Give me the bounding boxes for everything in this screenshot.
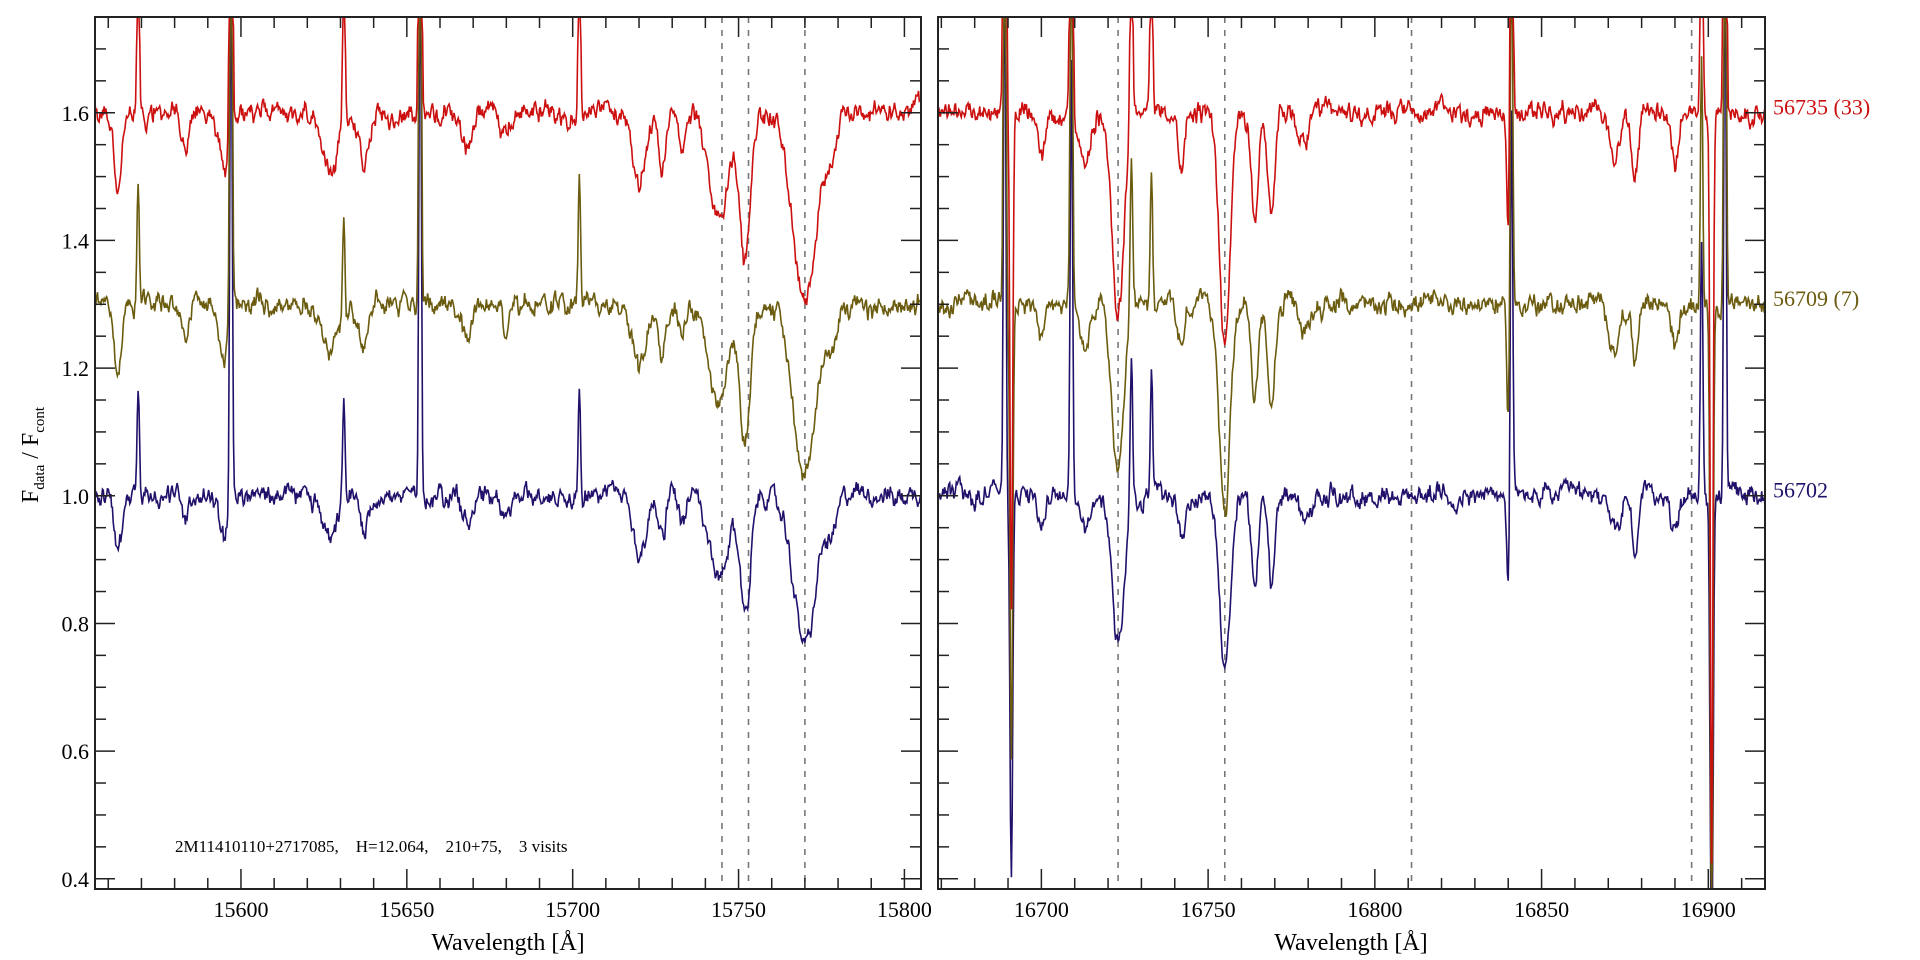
x-tick-label: 16750 [1181,897,1236,922]
x-tick-label: 15700 [545,897,600,922]
series-line-56702 [938,17,1765,889]
series-line-56702 [95,17,921,646]
x-tick-label: 15800 [877,897,932,922]
x-tick-label: 16800 [1347,897,1402,922]
y-tick-label: 0.4 [62,867,90,892]
series-line-56709-7- [95,17,921,481]
series-label: 56735 (33) [1773,94,1870,119]
panel-frame [94,16,922,890]
y-tick-label: 0.8 [62,611,90,636]
x-axis-label-left: Wavelength [Å] [431,930,584,956]
series-line-56735-33- [938,17,1765,864]
y-tick-label: 0.6 [62,739,90,764]
panel-frame [937,16,1766,890]
y-axis-label-sub2: cont [32,406,48,433]
y-tick-label: 1.0 [62,484,90,509]
series-label: 56702 [1773,477,1828,502]
series-label: 56709 (7) [1773,286,1859,311]
series-group [938,17,1765,889]
y-axis-label-main: F [18,490,44,503]
series-group [95,17,921,646]
y-axis-label-mid: / F [18,433,44,465]
panel-1: 15600 15650 15700 15750 15800 0.4 0.6 0.8 1.0 1.2… [62,16,932,922]
x-tick-label: 15750 [711,897,766,922]
x-tick-label: 16900 [1681,897,1736,922]
y-axis-label-sub1: data [32,464,48,489]
star-annotation: 2M11410110+2717085, H=12.064, 210+75, 3 … [175,837,568,856]
series-line-56735-33- [95,17,921,306]
y-tick-label: 1.4 [62,228,90,253]
x-tick-label: 15600 [213,897,268,922]
x-tick-label: 15650 [379,897,434,922]
x-tick-label: 16700 [1014,897,1069,922]
y-tick-label: 1.6 [62,101,90,126]
x-tick-label: 16850 [1514,897,1569,922]
x-axis-label-right: Wavelength [Å] [1274,930,1427,956]
y-axis-label: Fdata / Fcont [18,406,48,503]
panel-2: 16700 16750 16800 16850 16900 [937,16,1766,922]
y-tick-label: 1.2 [62,356,90,381]
series-line-56709-7- [938,17,1765,889]
